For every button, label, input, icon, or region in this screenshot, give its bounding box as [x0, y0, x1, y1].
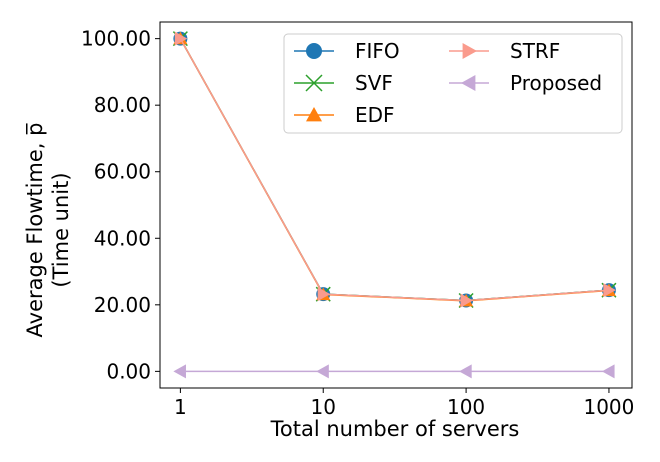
- legend-label-svf: SVF: [355, 71, 393, 95]
- data-point-strf: [603, 283, 616, 298]
- y-tick-label: 60.00: [94, 160, 151, 184]
- y-tick-label: 40.00: [94, 226, 151, 250]
- x-tick-label: 10: [311, 395, 336, 419]
- data-point-strf: [174, 31, 188, 46]
- data-point-proposed: [459, 364, 472, 379]
- y-tick-label: 20.00: [94, 293, 151, 317]
- x-tick-label: 100: [447, 395, 485, 419]
- legend: FIFO SVF EDF STRF Proposed: [283, 33, 623, 134]
- legend-label-edf: EDF: [355, 103, 395, 127]
- data-point-strf: [460, 293, 474, 308]
- y-axis-label-unit: (Time unit): [49, 172, 73, 287]
- legend-marker-proposed: [461, 75, 476, 91]
- data-point-proposed: [601, 364, 615, 379]
- x-axis-label: Total number of servers: [270, 417, 520, 441]
- data-point-proposed: [316, 364, 329, 379]
- legend-label-strf: STRF: [510, 39, 560, 63]
- data-point-strf: [317, 287, 331, 302]
- legend-label-fifo: FIFO: [355, 39, 400, 63]
- legend-marker-svf: [305, 74, 323, 92]
- y-tick-label: 0.00: [106, 359, 151, 383]
- plot-area: [172, 31, 617, 379]
- plot-frame: [159, 21, 633, 389]
- y-tick-label: 80.00: [94, 93, 151, 117]
- data-point-proposed: [173, 364, 186, 379]
- axes: 1 10 100 1000 0.00 20.00 40.00 60.00 80.00 100.00: [81, 21, 634, 419]
- legend-marker-fifo: [306, 43, 322, 59]
- y-tick-label: 100.00: [81, 27, 151, 51]
- legend-marker-strf: [462, 43, 477, 59]
- legend-marker-edf: [306, 107, 322, 122]
- x-tick-label: 1000: [583, 395, 634, 419]
- legend-label-proposed: Proposed: [510, 71, 602, 95]
- x-tick-label: 1: [174, 395, 187, 419]
- y-axis-label: Average Flowtime, p̅: [23, 123, 47, 338]
- series-line-strf: [179, 38, 610, 302]
